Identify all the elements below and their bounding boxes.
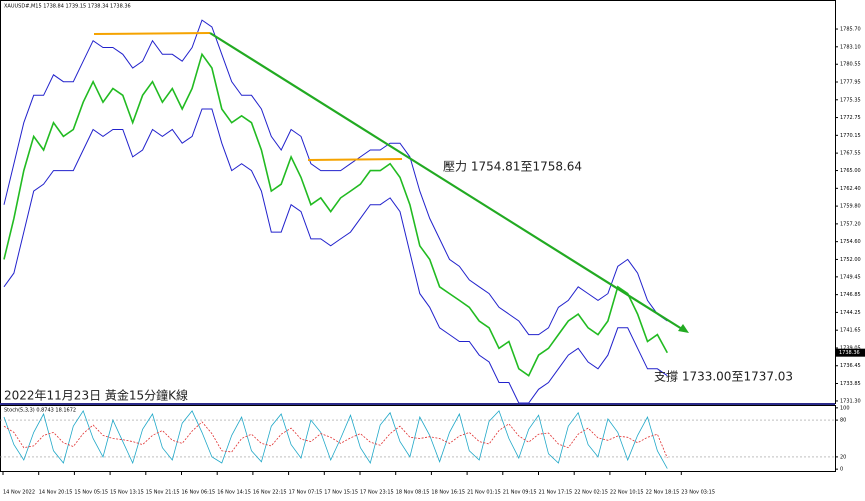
x-tick-label: 16 Nov 14:15 xyxy=(217,490,251,496)
x-tick-label: 14 Nov 20:15 xyxy=(39,490,73,496)
x-tick-label: 18 Nov 16:15 xyxy=(431,490,465,496)
y-tick-label: 1759.80 xyxy=(840,204,861,210)
x-tick-label: 22 Nov 18:15 xyxy=(646,490,680,496)
y-tick-label: 1765.00 xyxy=(840,168,861,174)
x-tick-label: 23 Nov 03:15 xyxy=(681,490,715,496)
stoch-pane xyxy=(0,405,836,472)
line-series xyxy=(3,421,668,459)
chart-title: 2022年11月23日 黃金15分鐘K線 xyxy=(4,388,188,403)
x-tick-label: 15 Nov 13:15 xyxy=(110,490,144,496)
y-tick-label: 1775.35 xyxy=(840,97,861,103)
y-tick-label: 1736.45 xyxy=(840,363,861,369)
x-tick-label: 21 Nov 09:15 xyxy=(503,490,537,496)
line-series xyxy=(3,108,668,404)
annotation: 壓力 1754.81至1758.64 xyxy=(443,160,582,174)
x-tick-label: 15 Nov 21:15 xyxy=(146,490,180,496)
y-tick-label: 1757.20 xyxy=(840,221,861,227)
x-tick-label: 18 Nov 08:15 xyxy=(396,490,430,496)
chart-header: XAUUSD#,M15 1738.84 1739.15 1738.34 1738… xyxy=(4,4,131,10)
y-tick-label: 1770.15 xyxy=(840,133,861,139)
x-tick-label: 16 Nov 06:15 xyxy=(182,490,216,496)
line-series xyxy=(3,410,668,469)
resistance-line xyxy=(307,158,403,161)
x-tick-label: 21 Nov 01:15 xyxy=(467,490,501,496)
y-tick-label: 1762.40 xyxy=(840,186,861,192)
y-tick-label: 1767.55 xyxy=(840,151,861,157)
plot xyxy=(0,19,835,469)
stoch-label: Stoch(5,3,3) 0.8743 18.1672 xyxy=(4,408,76,414)
x-tick-label: 17 Nov 15:15 xyxy=(324,490,358,496)
y-tick-label: 1741.65 xyxy=(840,328,861,334)
price-tag xyxy=(836,348,865,357)
y-tick-label: 1731.30 xyxy=(840,398,861,404)
x-tick-label: 17 Nov 23:15 xyxy=(360,490,394,496)
x-tick-label: 22 Nov 02:15 xyxy=(574,490,608,496)
x-tick-label: 22 Nov 10:15 xyxy=(610,490,644,496)
x-tick-label: 15 Nov 05:15 xyxy=(74,490,108,496)
x-tick-label: 21 Nov 17:15 xyxy=(539,490,573,496)
line-series xyxy=(3,19,668,336)
y-tick-label: 1785.70 xyxy=(840,27,861,33)
trend-line xyxy=(209,32,683,330)
y-tick-label: 1783.10 xyxy=(840,44,861,50)
y-tick-label: 1754.60 xyxy=(840,239,861,245)
y-tick-label: 1739.05 xyxy=(840,345,861,351)
y-tick-label: 1749.45 xyxy=(840,274,861,280)
y-tick-label: 20 xyxy=(840,454,846,460)
line-series xyxy=(3,52,669,377)
x-tick-label: 17 Nov 07:15 xyxy=(289,490,323,496)
x-tick-label: 16 Nov 22:15 xyxy=(253,490,287,496)
y-tick-label: 1752.00 xyxy=(840,257,861,263)
x-tick-label: 14 Nov 2022 xyxy=(3,490,35,496)
y-tick-label: 100 xyxy=(840,405,850,411)
y-tick-label: 1744.25 xyxy=(840,310,861,316)
price-tag-label: 1738.36 xyxy=(839,350,860,356)
resistance-line xyxy=(93,32,211,35)
y-tick-label: 80 xyxy=(840,418,846,424)
y-tick-label: 1733.85 xyxy=(840,381,861,387)
y-tick-label: 1746.85 xyxy=(840,292,861,298)
y-tick-label: 1777.95 xyxy=(840,80,861,86)
annotation: 支撐 1733.00至1737.03 xyxy=(654,370,793,384)
trend-arrow xyxy=(678,324,689,333)
y-tick-label: 0 xyxy=(840,467,843,473)
y-tick-label: 1780.55 xyxy=(840,62,861,68)
y-tick-label: 1772.75 xyxy=(840,115,861,121)
